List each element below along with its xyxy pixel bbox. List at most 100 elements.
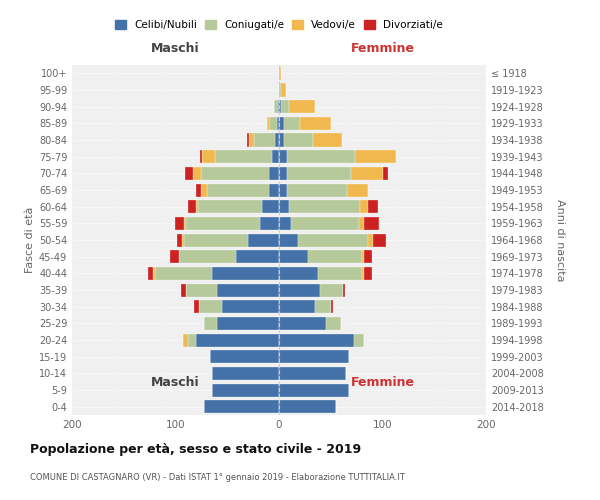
Bar (279, 400, 336, 413)
Bar (184, 234, 248, 246)
Bar (209, 350, 279, 363)
Bar (196, 200, 198, 213)
Bar (355, 150, 396, 163)
Bar (281, 84, 286, 96)
Bar (247, 134, 249, 146)
Bar (279, 200, 289, 213)
Bar (279, 367, 346, 380)
Y-axis label: Anni di nascita: Anni di nascita (555, 198, 565, 281)
Bar (205, 317, 217, 330)
Bar (262, 200, 279, 213)
Bar (269, 184, 279, 196)
Bar (269, 167, 279, 180)
Bar (236, 250, 279, 263)
Bar (212, 367, 279, 380)
Bar (292, 217, 359, 230)
Legend: Celibi/Nubili, Coniugati/e, Vedovi/e, Divorziati/e: Celibi/Nubili, Coniugati/e, Vedovi/e, Di… (111, 16, 447, 34)
Bar (185, 167, 193, 180)
Bar (212, 384, 279, 396)
Bar (319, 267, 362, 280)
Bar (269, 117, 277, 130)
Bar (383, 167, 388, 180)
Bar (362, 250, 364, 263)
Bar (279, 67, 281, 80)
Bar (343, 284, 345, 296)
Bar (202, 167, 269, 180)
Bar (289, 200, 360, 213)
Bar (279, 267, 319, 280)
Bar (278, 100, 279, 113)
Bar (279, 217, 292, 230)
Y-axis label: Fasce di età: Fasce di età (25, 207, 35, 273)
Bar (279, 184, 287, 196)
Bar (272, 150, 279, 163)
Bar (352, 167, 383, 180)
Bar (368, 200, 379, 213)
Bar (206, 184, 269, 196)
Bar (182, 234, 184, 246)
Bar (279, 334, 353, 346)
Bar (315, 300, 331, 313)
Bar (287, 150, 355, 163)
Bar (364, 250, 372, 263)
Bar (212, 267, 279, 280)
Bar (188, 200, 196, 213)
Bar (186, 284, 217, 296)
Bar (347, 184, 368, 196)
Text: Femmine: Femmine (350, 376, 415, 390)
Bar (373, 234, 386, 246)
Bar (254, 134, 275, 146)
Bar (362, 267, 364, 280)
Bar (199, 300, 222, 313)
Text: Maschi: Maschi (151, 376, 200, 390)
Bar (181, 284, 186, 296)
Bar (183, 334, 188, 346)
Bar (184, 217, 186, 230)
Bar (284, 117, 300, 130)
Bar (205, 400, 279, 413)
Bar (331, 300, 333, 313)
Bar (277, 117, 279, 130)
Bar (279, 150, 287, 163)
Bar (359, 217, 364, 230)
Bar (217, 317, 279, 330)
Bar (279, 384, 349, 396)
Bar (196, 184, 202, 196)
Bar (279, 250, 308, 263)
Bar (260, 217, 279, 230)
Bar (248, 234, 279, 246)
Bar (202, 184, 206, 196)
Bar (217, 284, 279, 296)
Bar (284, 134, 313, 146)
Bar (287, 184, 347, 196)
Bar (155, 267, 212, 280)
Bar (279, 350, 349, 363)
Bar (279, 167, 287, 180)
Bar (186, 217, 260, 230)
Bar (279, 317, 326, 330)
Bar (274, 100, 278, 113)
Bar (300, 117, 331, 130)
Bar (196, 334, 279, 346)
Bar (193, 167, 202, 180)
Bar (279, 284, 320, 296)
Bar (364, 217, 379, 230)
Bar (275, 134, 279, 146)
Bar (364, 267, 372, 280)
Bar (179, 250, 236, 263)
Text: Maschi: Maschi (151, 42, 200, 54)
Bar (170, 250, 179, 263)
Bar (198, 200, 262, 213)
Bar (289, 100, 315, 113)
Bar (215, 150, 272, 163)
Bar (313, 134, 342, 146)
Bar (353, 334, 364, 346)
Bar (200, 150, 202, 163)
Bar (326, 317, 341, 330)
Bar (287, 167, 352, 180)
Bar (222, 300, 279, 313)
Bar (368, 234, 373, 246)
Bar (175, 217, 184, 230)
Bar (279, 84, 281, 96)
Bar (360, 200, 368, 213)
